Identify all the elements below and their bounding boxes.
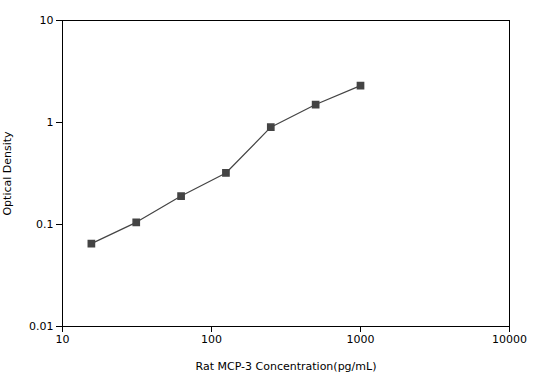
svg-text:0.1: 0.1: [36, 218, 54, 231]
svg-text:100: 100: [201, 333, 222, 346]
svg-text:1000: 1000: [347, 333, 375, 346]
svg-text:Rat MCP-3 Concentration(pg/mL): Rat MCP-3 Concentration(pg/mL): [196, 360, 377, 372]
svg-text:Optical Density: Optical Density: [1, 131, 14, 216]
svg-text:0.01: 0.01: [29, 320, 54, 333]
svg-text:10: 10: [40, 14, 54, 27]
svg-text:10000: 10000: [492, 333, 527, 346]
svg-text:10: 10: [56, 333, 70, 346]
svg-text:1: 1: [47, 116, 54, 129]
